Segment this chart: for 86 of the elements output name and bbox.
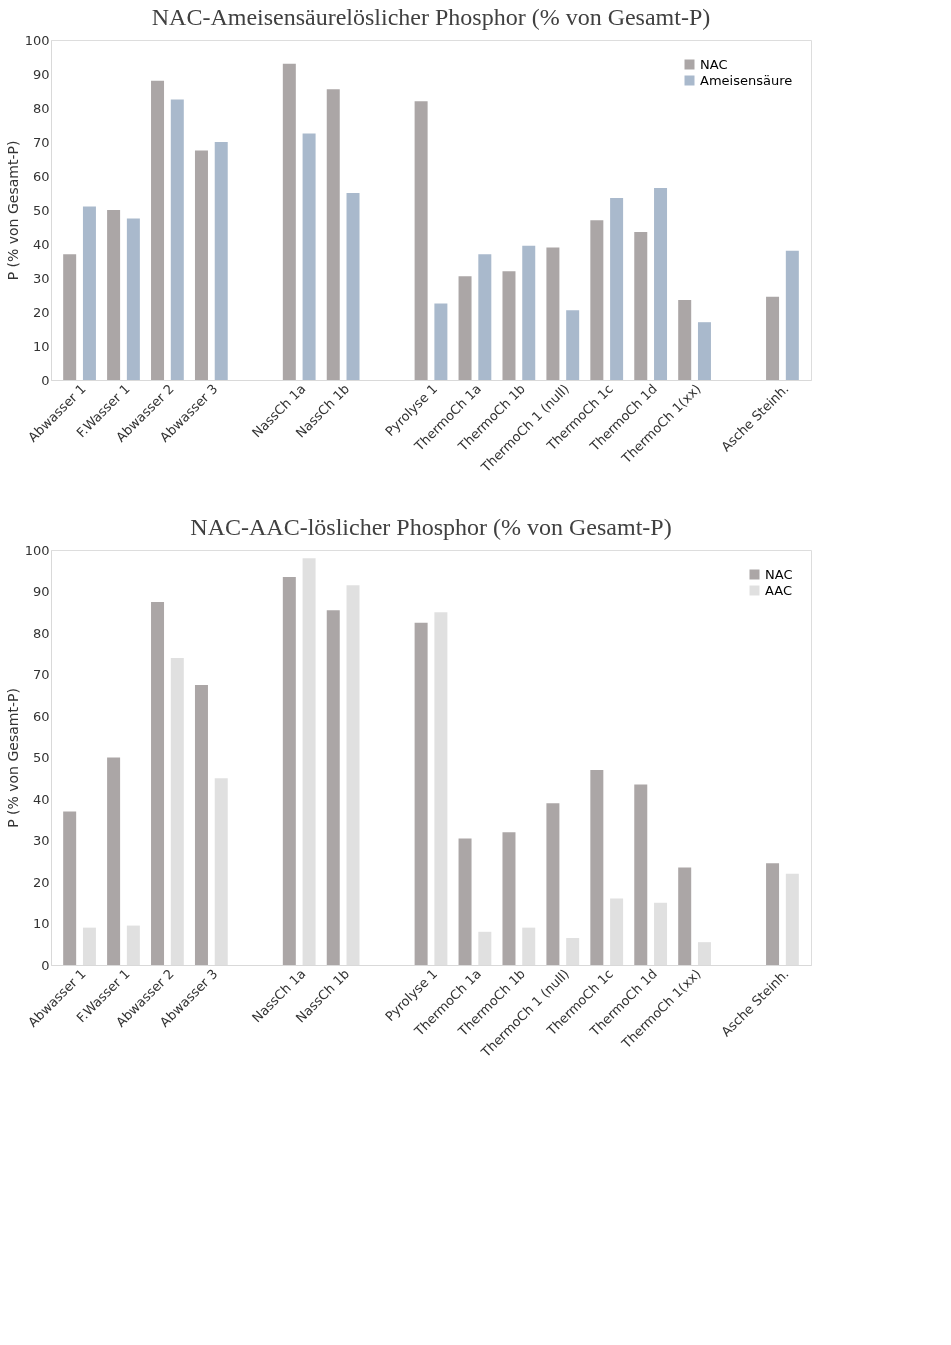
bar: [414, 622, 428, 965]
chart-title: NAC-AAC-löslicher Phosphor (% von Gesamt-P): [190, 514, 672, 540]
bar: [546, 247, 560, 380]
bar: [302, 133, 316, 380]
bar: [170, 657, 184, 965]
bar: [610, 898, 624, 965]
y-tick-label: 20: [32, 304, 50, 320]
y-tick-label: 10: [32, 916, 50, 931]
bar: [107, 757, 121, 965]
bar: [678, 300, 692, 380]
y-tick-label: 100: [24, 32, 50, 48]
bar: [107, 210, 121, 380]
y-tick-label: 50: [32, 202, 50, 218]
y-tick-label: 40: [32, 791, 50, 807]
bar: [346, 193, 360, 380]
bar: [151, 601, 165, 965]
y-tick-label: 60: [32, 708, 50, 724]
bar: [785, 250, 799, 380]
y-tick-label: 30: [32, 270, 50, 286]
bar: [522, 927, 536, 965]
bar: [458, 838, 472, 965]
y-tick-label: 90: [32, 66, 50, 82]
bar: [126, 218, 140, 380]
bar: [214, 142, 228, 380]
bar: [502, 832, 516, 965]
bar: [434, 612, 448, 965]
y-tick-label: 40: [32, 236, 50, 252]
legend-label: AAC: [765, 582, 792, 598]
y-tick-label: 50: [32, 750, 50, 765]
bar: [566, 310, 580, 380]
chart-title: NAC-Ameisensäurelöslicher Phosphor (% von Gesamt-P): [151, 4, 711, 30]
bar: [654, 187, 668, 380]
bar: [151, 80, 165, 380]
y-tick-label: 80: [32, 625, 50, 641]
bar: [326, 89, 340, 380]
bar: [478, 931, 492, 965]
bar: [63, 254, 77, 380]
bar: [678, 867, 692, 965]
bar: [697, 942, 711, 965]
bar: [214, 778, 228, 965]
y-tick-label: 100: [24, 542, 50, 558]
bar: [82, 206, 96, 380]
bar: [126, 925, 140, 965]
bar: [546, 803, 560, 965]
bar: [82, 927, 96, 965]
y-tick-label: 10: [32, 338, 50, 354]
bar: [566, 938, 580, 965]
y-tick-label: 30: [32, 833, 50, 848]
bar: [194, 150, 208, 380]
bar: [414, 101, 428, 380]
legend-label: NAC: [700, 56, 728, 72]
y-tick-label: 0: [41, 372, 50, 388]
y-axis-title: P (% von Gesamt-P): [4, 688, 21, 828]
bar: [610, 198, 624, 380]
bar: [326, 610, 340, 965]
bar: [458, 276, 472, 380]
bar: [502, 271, 516, 380]
y-tick-label: 90: [32, 584, 50, 599]
bar: [590, 220, 604, 380]
bar: [766, 296, 780, 380]
y-tick-label: 0: [41, 957, 50, 973]
bar: [63, 811, 77, 965]
bar: [478, 254, 492, 380]
bar: [302, 558, 316, 965]
bar: [766, 863, 780, 965]
y-tick-label: 70: [32, 134, 50, 150]
bar: [697, 322, 711, 380]
bar: [654, 902, 668, 965]
bar: [634, 784, 648, 965]
y-tick-label: 80: [32, 100, 50, 116]
bar: [590, 769, 604, 965]
legend-label: Ameisensäure: [700, 72, 793, 88]
bar: [346, 585, 360, 965]
y-axis-title: P (% von Gesamt-P): [4, 140, 21, 281]
bar: [282, 63, 296, 380]
legend-label: NAC: [765, 566, 793, 582]
bar: [522, 245, 536, 380]
bar: [194, 684, 208, 965]
y-tick-label: 20: [32, 874, 50, 890]
y-tick-label: 70: [32, 667, 50, 682]
bar: [434, 303, 448, 380]
bar: [785, 873, 799, 965]
bar: [170, 99, 184, 380]
y-tick-label: 60: [32, 168, 50, 184]
bar: [634, 232, 648, 380]
bar: [282, 576, 296, 965]
